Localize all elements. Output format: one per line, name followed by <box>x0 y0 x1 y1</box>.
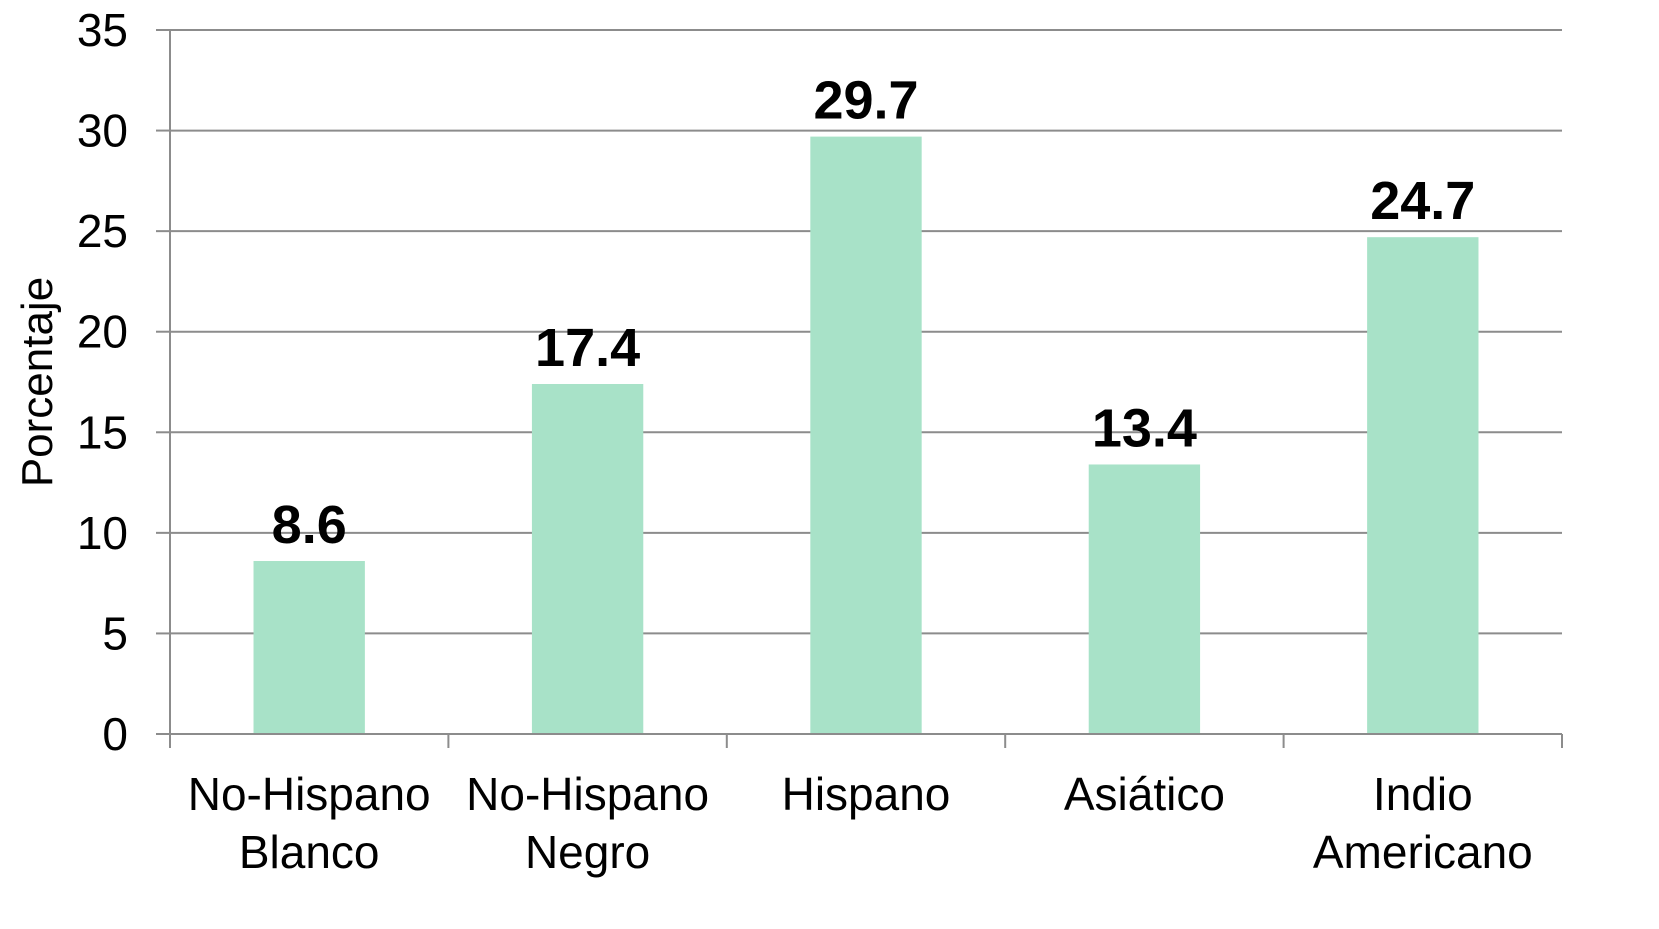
y-tick-label: 25 <box>77 205 128 257</box>
data-label: 8.6 <box>272 495 347 555</box>
axes <box>156 29 1563 748</box>
labels: 0 5 10 15 20 25 30 35 8.6 No-Hispano Blanco 17.4 No-… <box>77 4 1533 878</box>
y-tick-label: 5 <box>102 607 128 659</box>
y-tick-label: 35 <box>77 4 128 56</box>
data-label: 13.4 <box>1092 398 1197 458</box>
x-category-label: Indio <box>1373 768 1473 820</box>
bar <box>1367 237 1479 735</box>
bar <box>531 384 644 734</box>
x-category-label: Americano <box>1313 826 1533 878</box>
y-tick-label: 15 <box>77 406 128 458</box>
x-category-label: Negro <box>525 826 650 878</box>
x-category-label: Asiático <box>1064 768 1225 820</box>
x-category-label: No-Hispano <box>188 768 431 820</box>
data-label: 29.7 <box>813 71 918 131</box>
y-tick-label: 0 <box>102 708 128 760</box>
x-category-label: Hispano <box>782 768 951 820</box>
x-category-label: No-Hispano <box>466 768 709 820</box>
bars <box>253 136 1479 735</box>
bar <box>1088 464 1201 734</box>
x-category-label: Blanco <box>239 826 380 878</box>
data-label: 24.7 <box>1370 171 1475 231</box>
y-axis-title: Porcentaje <box>13 277 62 487</box>
y-tick-label: 10 <box>77 507 128 559</box>
bar <box>810 136 922 734</box>
y-tick-label: 20 <box>77 306 128 358</box>
y-tick-label: 30 <box>77 105 128 157</box>
bar <box>253 561 365 734</box>
data-label: 17.4 <box>535 318 640 378</box>
